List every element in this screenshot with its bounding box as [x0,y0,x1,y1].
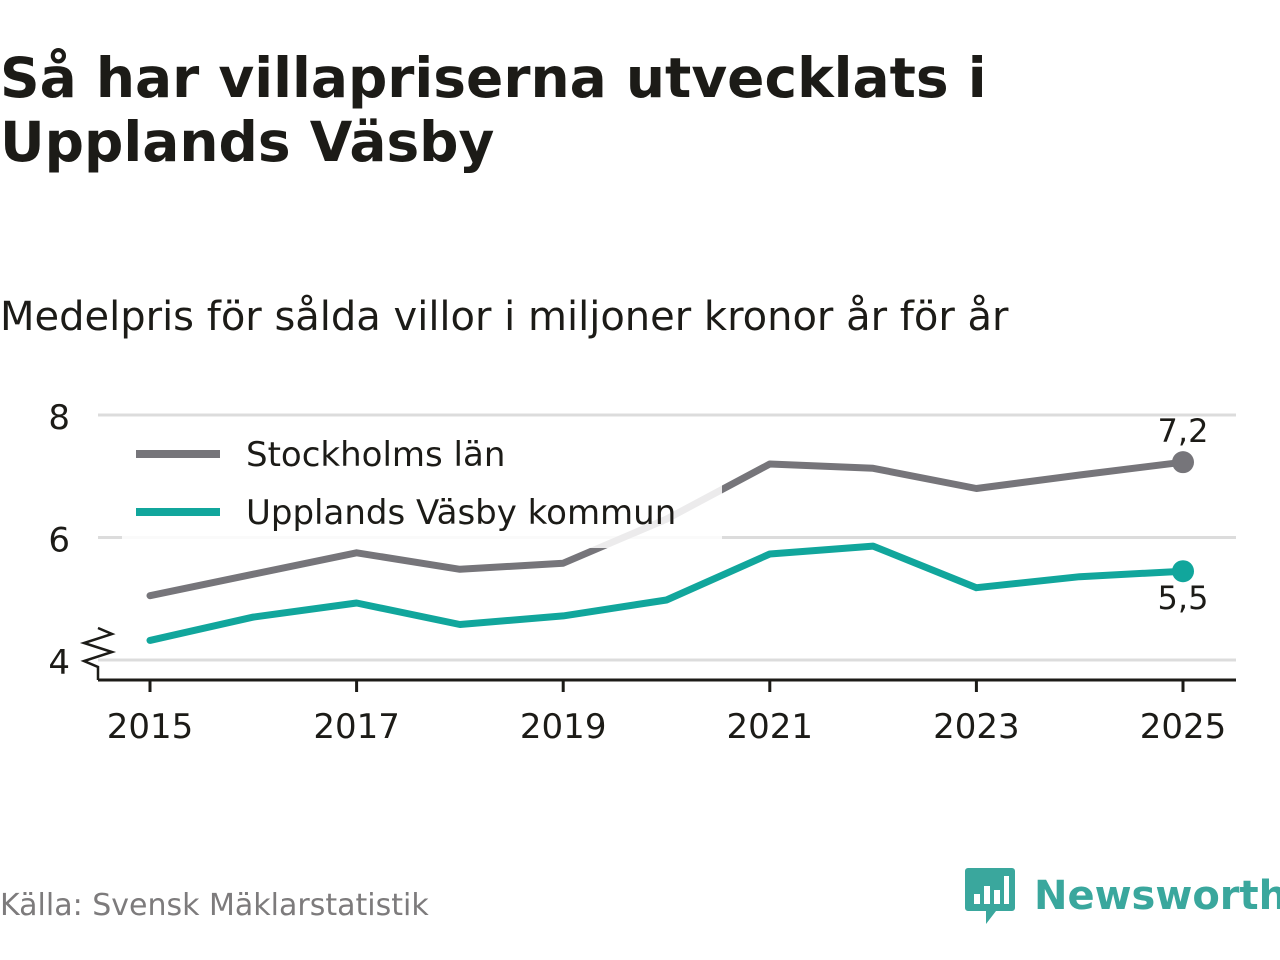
brand-name: Newsworthy [1034,873,1280,919]
x-tick-label-2019: 2019 [520,707,607,747]
source-note: Källa: Svensk Mäklarstatistik [0,888,429,923]
x-tick-label-2025: 2025 [1140,707,1227,747]
line-chart: 4 6 8 2015 2017 2019 2021 2023 2025 7,2 5,5 Stockho… [48,398,1236,747]
x-tick-label-2021: 2021 [727,707,814,747]
x-tick-label-2017: 2017 [313,707,400,747]
chart-subtitle: Medelpris för sålda villor i miljoner kr… [0,294,1009,340]
legend-background [122,418,722,548]
end-label-stockholm: 7,2 [1158,412,1209,450]
y-tick-label-4: 4 [48,643,70,683]
chart-title: Så har villapriserna utvecklats i Upplan… [0,46,987,174]
end-label-vasby: 5,5 [1158,579,1209,617]
x-tick-label-2023: 2023 [933,707,1020,747]
legend-label-vasby: Upplands Väsby kommun [246,493,676,533]
end-point-stockholm [1172,451,1194,474]
y-tick-label-6: 6 [48,521,70,561]
y-axis-break-icon [79,626,117,680]
x-tick-label-2015: 2015 [107,707,194,747]
end-point-vasby [1172,560,1194,583]
y-tick-label-8: 8 [48,398,70,438]
series-line-vasby [146,542,1187,644]
newsworthy-brand: Newsworthy [964,866,1280,926]
legend-label-stockholm: Stockholms län [246,435,505,475]
newsworthy-logo-icon [965,868,1015,924]
